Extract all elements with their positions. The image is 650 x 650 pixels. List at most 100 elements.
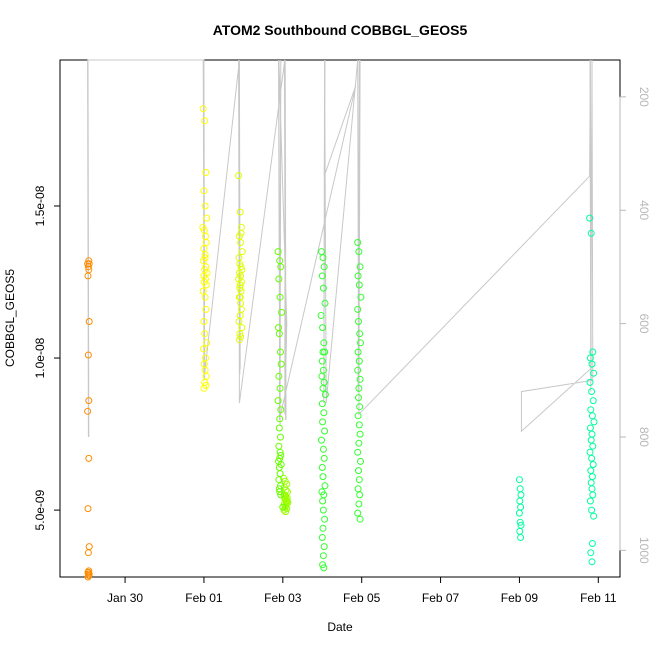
data-point: [516, 485, 524, 493]
x-tick-label: Feb 11: [580, 591, 617, 605]
data-point: [319, 524, 327, 532]
data-point: [588, 430, 596, 438]
y-axis-right: 200 400 600 800 1000: [619, 87, 650, 564]
x-tick-label: Feb 01: [185, 591, 223, 605]
x-axis-label: Date: [327, 620, 353, 634]
data-point: [517, 534, 525, 541]
data-point: [277, 406, 285, 414]
data-point: [319, 324, 327, 332]
data-point: [277, 263, 285, 271]
data-point: [355, 357, 363, 365]
data-point: [318, 464, 326, 471]
data-point: [281, 491, 289, 499]
data-point: [277, 433, 284, 441]
data-point: [354, 239, 362, 246]
data-point: [276, 293, 284, 301]
data-point: [589, 397, 597, 405]
data-point: [588, 558, 596, 566]
data-point: [517, 491, 525, 499]
data-point: [238, 324, 246, 332]
data-point: [84, 263, 92, 271]
data-point: [515, 476, 523, 484]
data-point: [203, 214, 211, 222]
data-point: [202, 305, 210, 313]
data-point: [275, 275, 283, 283]
data-point: [276, 384, 284, 392]
data-point: [320, 564, 328, 572]
data-point: [200, 345, 207, 353]
data-point: [277, 451, 285, 459]
data-point: [354, 366, 362, 374]
data-point: [354, 348, 362, 356]
data-point: [354, 272, 362, 280]
data-point: [201, 202, 209, 210]
data-point: [516, 527, 524, 535]
data-point: [356, 263, 364, 271]
data-point: [321, 482, 329, 490]
data-point: [355, 281, 363, 289]
data-point: [321, 427, 329, 435]
data-point: [321, 391, 329, 398]
data-point: [355, 318, 362, 325]
data-point: [203, 339, 211, 347]
data-point: [277, 348, 284, 356]
data-point: [356, 330, 364, 338]
data-point: [354, 509, 362, 517]
data-point: [318, 400, 326, 408]
data-point: [318, 436, 325, 444]
data-point: [319, 284, 327, 292]
data-point: [320, 339, 328, 347]
data-point: [84, 272, 92, 280]
data-point: [199, 287, 207, 295]
data-point: [355, 439, 363, 447]
data-point: [320, 543, 328, 551]
data-point: [84, 568, 92, 576]
pressure-track: [87, 59, 594, 438]
data-point: [318, 372, 326, 380]
data-point: [320, 409, 328, 417]
data-point: [318, 357, 326, 365]
data-point: [275, 424, 283, 432]
data-point: [357, 293, 365, 301]
data-point: [85, 543, 93, 551]
data-point: [357, 457, 364, 465]
data-point: [317, 312, 325, 319]
data-point: [588, 485, 596, 493]
data-point: [278, 308, 286, 316]
data-point: [356, 430, 364, 438]
x-tick-label: Feb 05: [343, 591, 381, 605]
data-point: [588, 473, 596, 481]
data-point: [201, 254, 209, 262]
data-point: [586, 214, 594, 222]
data-point: [84, 505, 92, 513]
data-point: [84, 573, 92, 581]
data-point: [355, 500, 363, 508]
data-point: [355, 248, 363, 256]
data-point: [588, 454, 596, 462]
data-point: [319, 254, 327, 262]
data-point: [202, 239, 210, 246]
data-point: [587, 549, 595, 557]
x-axis: Jan 30 Feb 01 Feb 03 Feb 05 Feb 07 Feb 09 Feb …: [107, 576, 617, 605]
y-axis-label: COBBGL_GEOS5: [3, 269, 17, 367]
data-point: [516, 518, 524, 526]
data-point: [319, 497, 327, 505]
data-point: [355, 394, 362, 402]
plot-area-border: [59, 59, 621, 578]
y-tick-label: 5.0e-09: [33, 489, 47, 530]
data-point: [587, 436, 595, 444]
data-point: [275, 442, 283, 450]
data-point: [84, 549, 92, 557]
data-point: [588, 388, 596, 395]
data-point: [319, 473, 327, 481]
data-point: [356, 491, 364, 499]
data-point: [274, 248, 282, 256]
data-point: [589, 491, 597, 499]
y-tick-label: 1.0e-08: [33, 337, 47, 378]
data-point: [586, 497, 594, 505]
data-point: [356, 403, 364, 411]
data-point: [200, 187, 208, 195]
x-tick-label: Feb 07: [422, 591, 460, 605]
x-tick-label: Jan 30: [107, 591, 143, 605]
